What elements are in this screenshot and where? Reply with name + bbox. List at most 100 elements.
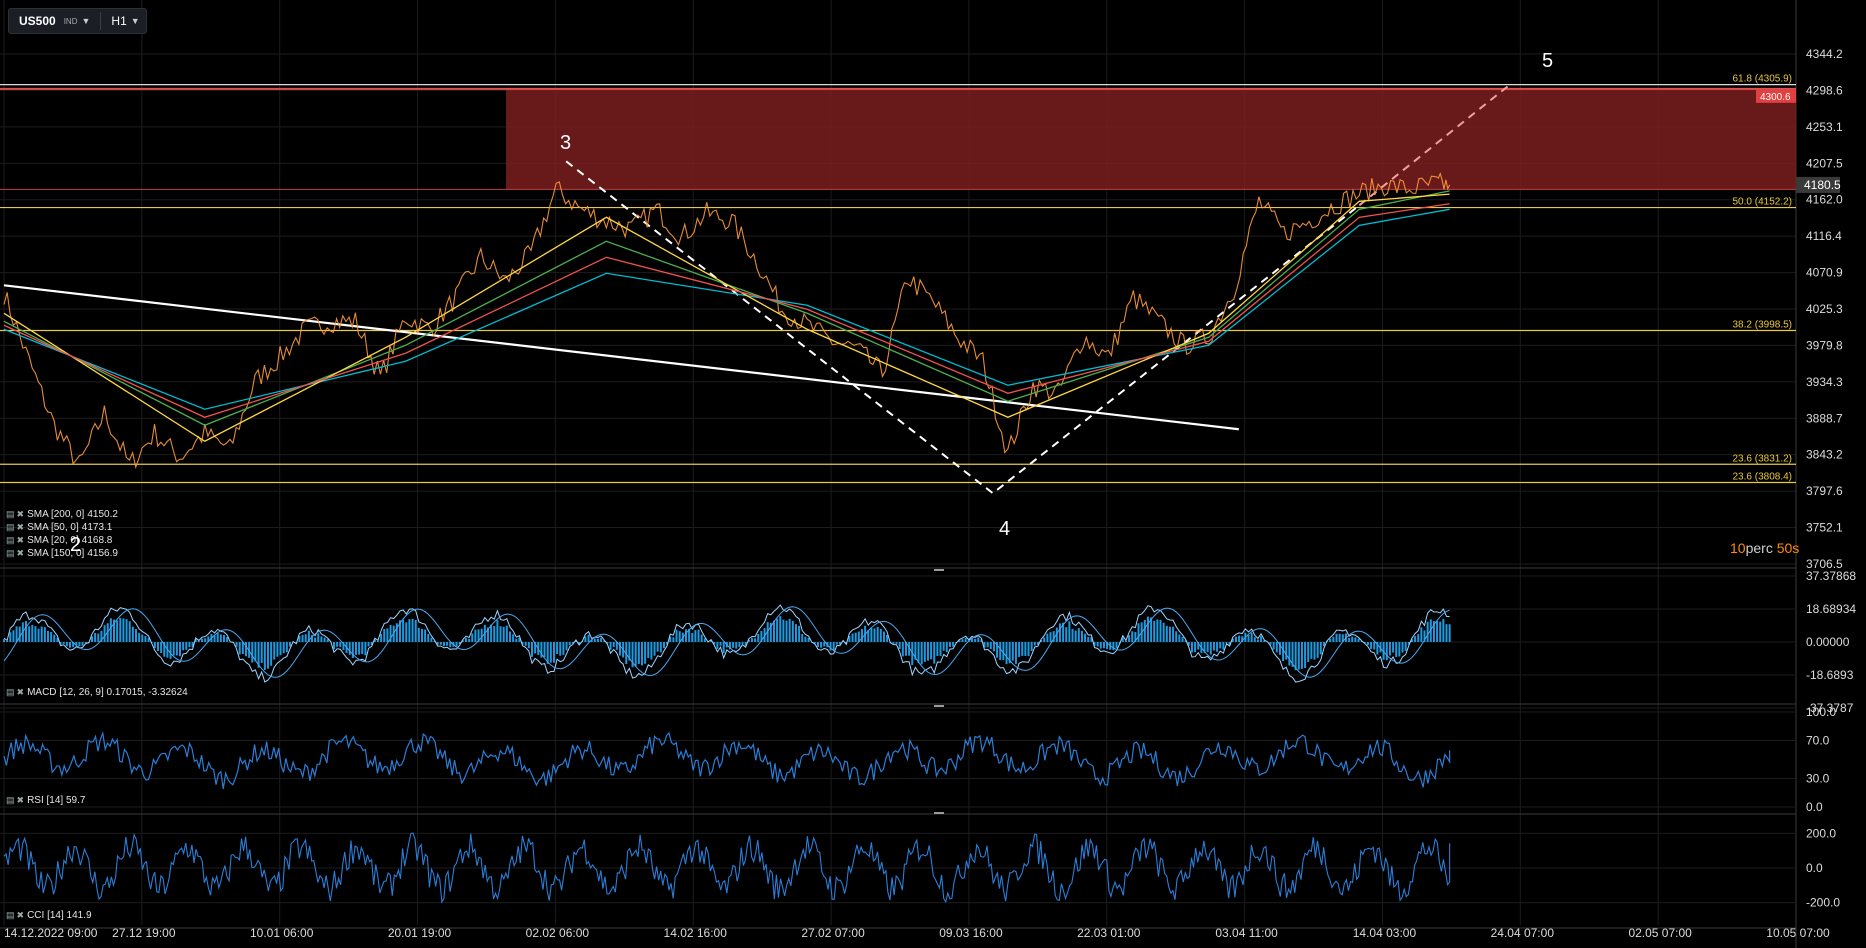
sma-line-1 [3,190,1450,426]
y-tick-label: 3843.2 [1806,448,1843,462]
close-icon[interactable]: ✖ [16,509,25,519]
y-tick-label: 4025.3 [1806,302,1843,316]
symbol-toolbar: US500 IND ▼ H1 ▼ [8,8,147,34]
macd-y-tick-label: 37.37868 [1806,569,1856,583]
y-tick-label: 3752.1 [1806,521,1843,535]
sma-20-name: SMA [20, 0] [27,535,79,546]
x-tick-label: 10.01 06:00 [250,926,314,940]
trendline [3,284,1239,431]
toolbar-divider [100,12,102,30]
sma-200-value: 4150.2 [87,509,118,520]
fib-level-label: 38.2 (3998.5) [1733,319,1793,330]
x-tick-label: 02.05 07:00 [1628,926,1692,940]
macd-histogram [3,616,1451,671]
y-tick-label: 3934.3 [1806,375,1843,389]
y-tick-label: 3706.5 [1806,557,1843,571]
y-tick-label: 3797.6 [1806,484,1843,498]
wave-label-5: 5 [1542,50,1554,72]
cci-y-tick-label: -200.0 [1806,896,1840,910]
close-icon[interactable]: ✖ [16,795,25,805]
wave-label-4: 4 [999,518,1011,540]
sma-50-name: SMA [50, 0] [27,522,79,533]
timeframe-dropdown-caret-icon[interactable]: ▼ [130,16,140,26]
macd-signal-line [3,606,1450,678]
sma-line-0 [3,208,1450,410]
close-icon[interactable]: ✖ [16,548,25,558]
macd-y-tick-label: -37.3787 [1806,701,1854,715]
rsi-line [3,731,1451,789]
settings-icon[interactable]: ▤ [6,795,15,805]
y-tick-label: 3979.8 [1806,338,1843,352]
y-tick-label: 3888.7 [1806,411,1843,425]
settings-icon[interactable]: ▤ [6,522,15,532]
legend-cci: ▤ ✖ CCI [14] 141.9 [6,910,92,921]
y-tick-label: 4253.1 [1806,120,1843,134]
fib-level-label: 50.0 (4152.2) [1733,197,1793,208]
legend-sma-50: ▤ ✖ SMA [50, 0] 4173.1 [6,522,112,533]
sma-line-2 [3,193,1450,442]
wave-label-2: 2 [70,534,82,556]
fib-level-label: 61.8 (4305.9) [1733,74,1793,85]
x-tick-label: 20.01 19:00 [388,926,452,940]
settings-icon[interactable]: ▤ [6,687,15,697]
timeframe-label: H1 [111,14,127,28]
y-tick-label: 4116.4 [1806,229,1842,243]
macd-legend-label: MACD [12, 26, 9] 0.17015, -3.32624 [27,687,188,698]
rsi-y-tick-label: 70.0 [1806,734,1830,748]
y-tick-label: 4298.6 [1806,83,1843,97]
rsi-legend-label: RSI [14] 59.7 [27,795,86,806]
close-icon[interactable]: ✖ [16,522,25,532]
sma-20-value: 4168.8 [81,535,113,546]
macd-y-tick-label: -18.6893 [1806,668,1854,682]
wave-projection-dashed [1358,83,1511,207]
rsi-y-tick-label: 30.0 [1806,772,1830,786]
wave-path-dashed [565,160,1360,495]
price-series-line [3,171,1451,470]
symbol-dropdown-caret-icon[interactable]: ▼ [81,16,91,26]
y-tick-label: 4344.2 [1806,47,1843,61]
close-icon[interactable]: ✖ [16,687,25,697]
timeframe-selector[interactable]: H1 ▼ [101,14,145,28]
current-price-tag [1796,176,1840,193]
sma-line-3 [3,203,1450,418]
fib-level-label: 23.6 (3831.2) [1733,453,1793,464]
x-tick-label: 09.03 16:00 [939,926,1003,940]
cci-line [3,832,1451,904]
legend-sma-20: ▤ ✖ SMA [20, 0] 4168.8 [6,535,112,546]
zone-top-tag-label: 4300.6 [1760,92,1791,103]
legend-sma-200: ▤ ✖ SMA [200, 0] 4150.2 [6,509,118,520]
symbol-label[interactable]: US500 [19,14,56,28]
close-icon[interactable]: ✖ [16,910,25,920]
rsi-y-tick-label: 100.0 [1806,705,1836,719]
sma-50-value: 4173.1 [81,522,113,533]
x-tick-label: 02.02 06:00 [526,926,590,940]
x-tick-label: 24.04 07:00 [1491,926,1555,940]
cci-y-tick-label: 200.0 [1806,826,1836,840]
x-tick-label: 14.02 16:00 [664,926,728,940]
macd-line [3,604,1450,683]
wave-label-3: 3 [560,132,572,154]
x-tick-label: 14.04 03:00 [1353,926,1417,940]
macd-y-tick-label: 18.68934 [1806,602,1856,616]
settings-icon[interactable]: ▤ [6,509,15,519]
sma-150-value: 4156.9 [87,548,118,559]
sma-200-name: SMA [200, 0] [27,509,85,520]
settings-icon[interactable]: ▤ [6,910,15,920]
current-price-label: 4180.5 [1804,178,1841,192]
cci-legend-label: CCI [14] 141.9 [27,910,92,921]
settings-icon[interactable]: ▤ [6,548,15,558]
cci-y-tick-label: 0.0 [1806,861,1823,875]
fib-level-label: 23.6 (3808.4) [1733,472,1793,483]
x-tick-label: 27.12 19:00 [112,926,176,940]
timer-unit: perc [1745,540,1773,556]
y-tick-label: 4070.9 [1806,266,1843,280]
sma-150-name: SMA [150, 0] [27,548,85,559]
timer-seconds: 50s [1776,540,1800,556]
x-tick-label: 03.04 11:00 [1215,926,1278,940]
zone-top-tag [1756,89,1796,103]
x-tick-label: 27.02 07:00 [801,926,865,940]
timer-value: 10 [1730,540,1746,556]
close-icon[interactable]: ✖ [16,535,25,545]
settings-icon[interactable]: ▤ [6,535,15,545]
